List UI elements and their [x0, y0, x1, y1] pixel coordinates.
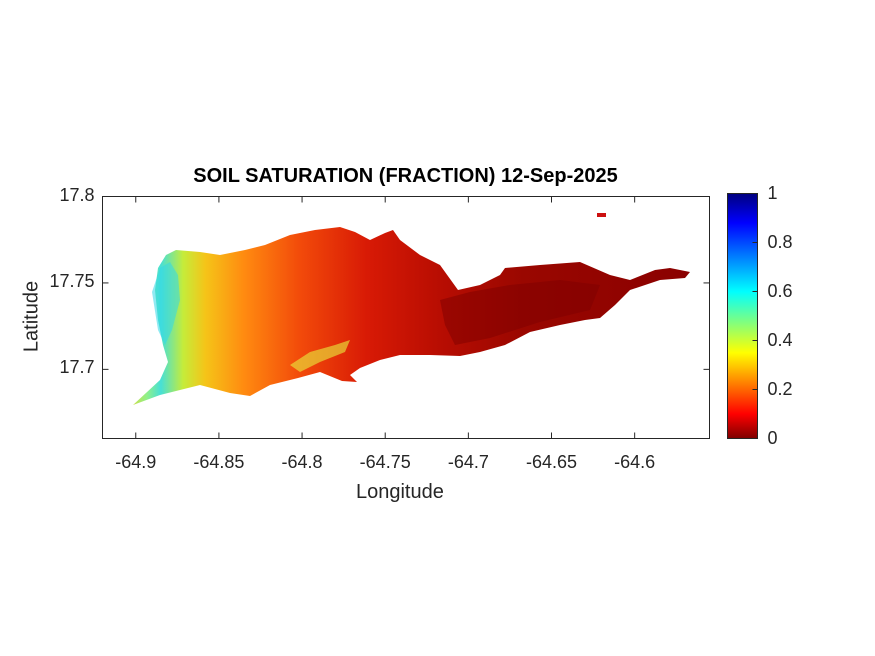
y-tick-label: 17.7: [59, 357, 95, 378]
x-tick-label: -64.7: [447, 451, 489, 472]
x-tick-label: -64.85: [193, 451, 245, 472]
y-tick-label: 17.75: [49, 270, 95, 291]
colorbar-tick-label: 0: [767, 427, 778, 448]
east-dry-patch: [440, 280, 600, 345]
x-axis-ticks: [135, 196, 636, 439]
colorbar: [727, 193, 758, 439]
x-tick-label: -64.8: [281, 451, 323, 472]
colorbar-tick-label: 0.8: [767, 231, 793, 252]
y-tick-label: 17.8: [59, 184, 95, 205]
colorbar-tick-label: 0.6: [767, 280, 793, 301]
colorbar-tick-label: 0.2: [767, 378, 793, 399]
west-highland-patch: [152, 262, 180, 345]
x-tick-label: -64.75: [359, 451, 411, 472]
axes-box: [102, 196, 710, 439]
island-saturation-map: [133, 227, 690, 405]
x-axis-label: Longitude: [356, 481, 444, 503]
small-islet: [597, 213, 606, 217]
colorbar-tick-label: 1: [767, 182, 778, 203]
colorbar-ticks: [752, 193, 758, 439]
x-tick-label: -64.6: [614, 451, 656, 472]
x-tick-label: -64.65: [525, 451, 578, 472]
central-valley-patch: [290, 340, 350, 372]
chart-title: SOIL SATURATION (FRACTION) 12-Sep-2025: [193, 165, 618, 187]
colorbar-tick-label: 0.4: [767, 329, 793, 350]
y-axis-ticks: [102, 196, 710, 370]
x-tick-label: -64.9: [115, 451, 157, 472]
